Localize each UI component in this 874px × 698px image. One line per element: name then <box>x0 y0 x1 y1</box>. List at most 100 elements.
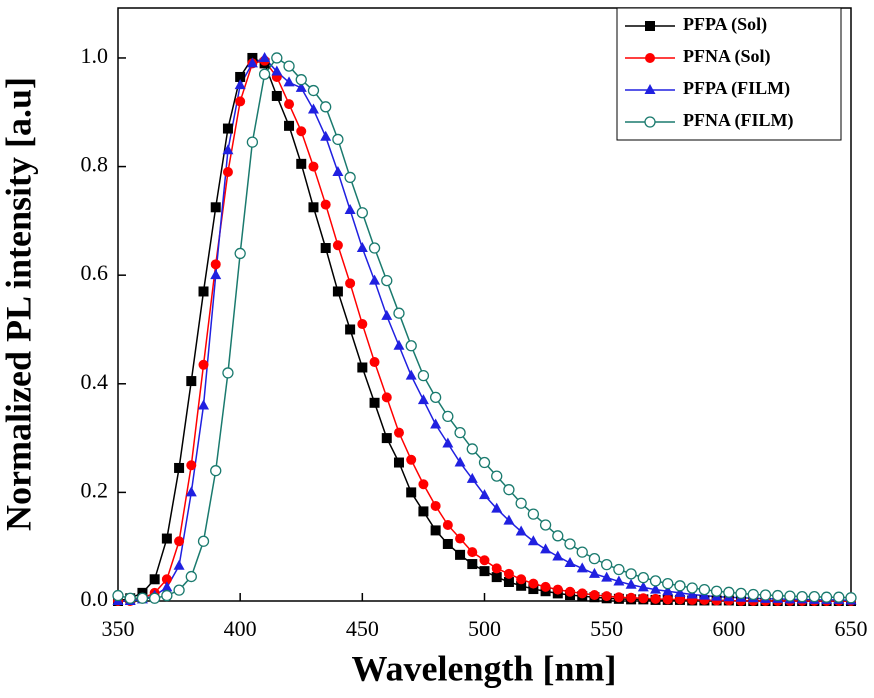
x-tick-label: 350 <box>102 616 135 641</box>
data-point <box>503 568 514 579</box>
data-point <box>674 580 686 592</box>
data-point <box>662 594 673 605</box>
data-point <box>528 578 539 589</box>
data-point <box>833 591 845 603</box>
data-point <box>516 580 527 591</box>
data-point <box>369 397 380 408</box>
data-point <box>674 594 685 605</box>
data-point <box>478 456 491 469</box>
data-point <box>222 123 233 134</box>
data-point <box>271 65 283 76</box>
data-point <box>820 591 833 603</box>
data-point <box>454 427 466 439</box>
data-point <box>369 274 381 285</box>
data-point <box>356 207 368 219</box>
data-point <box>197 535 210 547</box>
data-point <box>284 120 295 131</box>
data-point <box>295 74 307 86</box>
data-point <box>405 369 417 380</box>
data-point <box>381 274 393 287</box>
y-tick-label: 0.8 <box>81 152 109 177</box>
data-point <box>564 556 576 567</box>
data-point <box>784 590 796 602</box>
data-point <box>320 243 331 254</box>
data-point <box>613 575 625 586</box>
data-point <box>503 484 515 496</box>
data-point <box>173 559 185 570</box>
data-point <box>332 165 344 176</box>
data-point <box>210 259 221 270</box>
data-point <box>258 68 271 80</box>
data-point <box>234 247 246 260</box>
data-point <box>515 497 527 509</box>
data-point <box>455 549 466 560</box>
data-point <box>161 533 172 544</box>
data-point <box>357 319 368 330</box>
data-point <box>186 460 197 471</box>
data-point <box>344 171 356 184</box>
data-point <box>625 568 637 580</box>
data-point <box>259 51 271 62</box>
data-point <box>198 399 210 410</box>
data-point <box>320 199 331 210</box>
data-point <box>418 479 429 490</box>
data-point <box>271 52 283 64</box>
data-point <box>332 240 343 251</box>
data-point <box>185 570 197 583</box>
data-point <box>626 592 637 603</box>
data-point <box>503 576 514 587</box>
data-point <box>552 584 563 595</box>
data-point <box>344 204 356 215</box>
data-point <box>174 462 185 473</box>
data-point <box>332 133 344 146</box>
data-point <box>235 96 246 107</box>
data-point <box>430 418 442 429</box>
data-point <box>406 487 417 498</box>
data-point <box>381 433 392 444</box>
data-point <box>540 581 551 592</box>
data-point <box>161 574 172 585</box>
data-point <box>345 278 356 289</box>
data-point <box>406 454 417 465</box>
data-point <box>210 269 222 280</box>
data-point <box>283 60 295 72</box>
data-point <box>466 472 478 483</box>
data-point <box>650 583 662 594</box>
data-point <box>210 465 222 477</box>
data-point <box>161 589 173 602</box>
data-point <box>845 592 857 604</box>
data-point <box>491 470 503 482</box>
data-point <box>393 339 405 350</box>
data-point <box>124 592 136 604</box>
x-axis-label: Wavelength [nm] <box>352 648 617 688</box>
y-tick-label: 0.6 <box>81 260 109 285</box>
data-point <box>210 202 221 213</box>
data-point <box>307 84 320 97</box>
data-point <box>430 525 441 536</box>
x-tick-label: 450 <box>346 616 379 641</box>
data-point <box>540 543 552 554</box>
data-point <box>539 519 552 531</box>
data-point <box>613 592 624 603</box>
data-point <box>308 161 319 172</box>
data-point <box>136 592 149 604</box>
data-point <box>174 536 185 547</box>
data-point <box>466 443 478 455</box>
data-point <box>417 394 429 405</box>
data-point <box>369 357 380 368</box>
data-point <box>417 369 430 382</box>
data-point <box>442 519 453 530</box>
data-point <box>479 555 490 566</box>
data-point <box>808 591 820 603</box>
data-point <box>649 575 662 587</box>
x-tick-label: 600 <box>712 616 745 641</box>
data-point <box>148 592 161 604</box>
data-point <box>527 508 540 520</box>
data-point <box>772 589 784 602</box>
data-point <box>284 99 295 110</box>
legend-label: PFNA (Sol) <box>683 46 771 67</box>
data-point <box>710 585 723 597</box>
data-point <box>368 242 381 254</box>
x-tick-label: 550 <box>590 616 623 641</box>
